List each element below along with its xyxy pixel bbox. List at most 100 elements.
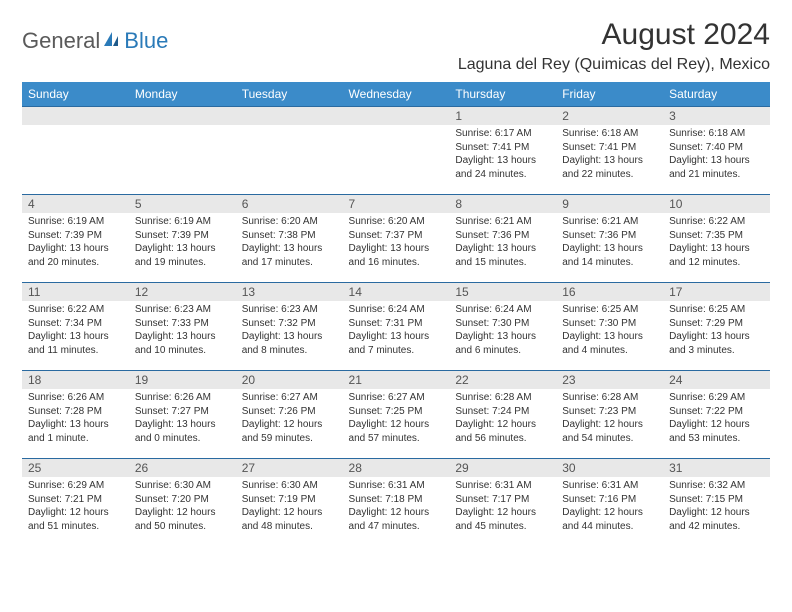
day-number: 5 bbox=[129, 195, 236, 213]
day-header: Sunday bbox=[22, 82, 129, 107]
day-number bbox=[236, 107, 343, 125]
sunset-text: Sunset: 7:35 PM bbox=[669, 229, 764, 243]
day-content: Sunrise: 6:31 AMSunset: 7:17 PMDaylight:… bbox=[449, 477, 556, 537]
daylight-text: Daylight: 12 hours and 53 minutes. bbox=[669, 418, 764, 445]
sunset-text: Sunset: 7:36 PM bbox=[455, 229, 550, 243]
daylight-text: Daylight: 12 hours and 44 minutes. bbox=[562, 506, 657, 533]
day-content: Sunrise: 6:24 AMSunset: 7:30 PMDaylight:… bbox=[449, 301, 556, 361]
sunset-text: Sunset: 7:17 PM bbox=[455, 493, 550, 507]
day-number: 14 bbox=[343, 283, 450, 301]
location: Laguna del Rey (Quimicas del Rey), Mexic… bbox=[458, 56, 770, 74]
daylight-text: Daylight: 12 hours and 59 minutes. bbox=[242, 418, 337, 445]
day-content: Sunrise: 6:18 AMSunset: 7:41 PMDaylight:… bbox=[556, 125, 663, 185]
daylight-text: Daylight: 13 hours and 6 minutes. bbox=[455, 330, 550, 357]
sunset-text: Sunset: 7:27 PM bbox=[135, 405, 230, 419]
calendar-day-cell: 12Sunrise: 6:23 AMSunset: 7:33 PMDayligh… bbox=[129, 283, 236, 371]
sunset-text: Sunset: 7:30 PM bbox=[562, 317, 657, 331]
sunrise-text: Sunrise: 6:19 AM bbox=[28, 215, 123, 229]
daylight-text: Daylight: 12 hours and 57 minutes. bbox=[349, 418, 444, 445]
day-number: 9 bbox=[556, 195, 663, 213]
calendar-day-cell: 28Sunrise: 6:31 AMSunset: 7:18 PMDayligh… bbox=[343, 459, 450, 547]
sunrise-text: Sunrise: 6:24 AM bbox=[349, 303, 444, 317]
day-number: 4 bbox=[22, 195, 129, 213]
sunset-text: Sunset: 7:39 PM bbox=[28, 229, 123, 243]
day-content: Sunrise: 6:30 AMSunset: 7:19 PMDaylight:… bbox=[236, 477, 343, 537]
sunset-text: Sunset: 7:34 PM bbox=[28, 317, 123, 331]
daylight-text: Daylight: 12 hours and 45 minutes. bbox=[455, 506, 550, 533]
day-number: 22 bbox=[449, 371, 556, 389]
day-content: Sunrise: 6:26 AMSunset: 7:28 PMDaylight:… bbox=[22, 389, 129, 449]
day-number: 18 bbox=[22, 371, 129, 389]
day-header: Friday bbox=[556, 82, 663, 107]
day-content: Sunrise: 6:25 AMSunset: 7:29 PMDaylight:… bbox=[663, 301, 770, 361]
day-number: 29 bbox=[449, 459, 556, 477]
calendar-week-row: 11Sunrise: 6:22 AMSunset: 7:34 PMDayligh… bbox=[22, 283, 770, 371]
sunrise-text: Sunrise: 6:21 AM bbox=[562, 215, 657, 229]
daylight-text: Daylight: 12 hours and 56 minutes. bbox=[455, 418, 550, 445]
daylight-text: Daylight: 13 hours and 0 minutes. bbox=[135, 418, 230, 445]
calendar-day-cell: 23Sunrise: 6:28 AMSunset: 7:23 PMDayligh… bbox=[556, 371, 663, 459]
day-number: 19 bbox=[129, 371, 236, 389]
sunset-text: Sunset: 7:20 PM bbox=[135, 493, 230, 507]
day-content: Sunrise: 6:28 AMSunset: 7:24 PMDaylight:… bbox=[449, 389, 556, 449]
day-number bbox=[22, 107, 129, 125]
daylight-text: Daylight: 13 hours and 17 minutes. bbox=[242, 242, 337, 269]
calendar-day-cell: 5Sunrise: 6:19 AMSunset: 7:39 PMDaylight… bbox=[129, 195, 236, 283]
day-content: Sunrise: 6:31 AMSunset: 7:16 PMDaylight:… bbox=[556, 477, 663, 537]
day-content: Sunrise: 6:23 AMSunset: 7:33 PMDaylight:… bbox=[129, 301, 236, 361]
calendar-day-cell bbox=[129, 107, 236, 195]
day-header: Thursday bbox=[449, 82, 556, 107]
sunset-text: Sunset: 7:18 PM bbox=[349, 493, 444, 507]
day-header: Saturday bbox=[663, 82, 770, 107]
sunrise-text: Sunrise: 6:24 AM bbox=[455, 303, 550, 317]
logo-text-general: General bbox=[22, 28, 100, 54]
calendar-day-cell: 14Sunrise: 6:24 AMSunset: 7:31 PMDayligh… bbox=[343, 283, 450, 371]
sunset-text: Sunset: 7:39 PM bbox=[135, 229, 230, 243]
calendar-day-cell: 20Sunrise: 6:27 AMSunset: 7:26 PMDayligh… bbox=[236, 371, 343, 459]
day-content: Sunrise: 6:20 AMSunset: 7:38 PMDaylight:… bbox=[236, 213, 343, 273]
sunrise-text: Sunrise: 6:28 AM bbox=[455, 391, 550, 405]
calendar-day-cell: 3Sunrise: 6:18 AMSunset: 7:40 PMDaylight… bbox=[663, 107, 770, 195]
sunrise-text: Sunrise: 6:19 AM bbox=[135, 215, 230, 229]
calendar-table: Sunday Monday Tuesday Wednesday Thursday… bbox=[22, 82, 770, 547]
calendar-day-cell: 29Sunrise: 6:31 AMSunset: 7:17 PMDayligh… bbox=[449, 459, 556, 547]
sunset-text: Sunset: 7:30 PM bbox=[455, 317, 550, 331]
calendar-day-cell bbox=[236, 107, 343, 195]
sunrise-text: Sunrise: 6:30 AM bbox=[242, 479, 337, 493]
day-content: Sunrise: 6:31 AMSunset: 7:18 PMDaylight:… bbox=[343, 477, 450, 537]
sunrise-text: Sunrise: 6:32 AM bbox=[669, 479, 764, 493]
sunrise-text: Sunrise: 6:31 AM bbox=[349, 479, 444, 493]
sunrise-text: Sunrise: 6:25 AM bbox=[562, 303, 657, 317]
daylight-text: Daylight: 13 hours and 20 minutes. bbox=[28, 242, 123, 269]
day-number bbox=[129, 107, 236, 125]
calendar-week-row: 25Sunrise: 6:29 AMSunset: 7:21 PMDayligh… bbox=[22, 459, 770, 547]
daylight-text: Daylight: 13 hours and 11 minutes. bbox=[28, 330, 123, 357]
day-number: 31 bbox=[663, 459, 770, 477]
daylight-text: Daylight: 12 hours and 54 minutes. bbox=[562, 418, 657, 445]
day-content: Sunrise: 6:19 AMSunset: 7:39 PMDaylight:… bbox=[129, 213, 236, 273]
month-title: August 2024 bbox=[458, 18, 770, 52]
day-content: Sunrise: 6:21 AMSunset: 7:36 PMDaylight:… bbox=[449, 213, 556, 273]
daylight-text: Daylight: 13 hours and 1 minute. bbox=[28, 418, 123, 445]
calendar-day-cell: 13Sunrise: 6:23 AMSunset: 7:32 PMDayligh… bbox=[236, 283, 343, 371]
daylight-text: Daylight: 12 hours and 48 minutes. bbox=[242, 506, 337, 533]
sunrise-text: Sunrise: 6:30 AM bbox=[135, 479, 230, 493]
sunset-text: Sunset: 7:16 PM bbox=[562, 493, 657, 507]
day-number: 7 bbox=[343, 195, 450, 213]
sunset-text: Sunset: 7:32 PM bbox=[242, 317, 337, 331]
day-number: 2 bbox=[556, 107, 663, 125]
day-content: Sunrise: 6:24 AMSunset: 7:31 PMDaylight:… bbox=[343, 301, 450, 361]
sunset-text: Sunset: 7:19 PM bbox=[242, 493, 337, 507]
day-content: Sunrise: 6:29 AMSunset: 7:22 PMDaylight:… bbox=[663, 389, 770, 449]
sunrise-text: Sunrise: 6:28 AM bbox=[562, 391, 657, 405]
day-content: Sunrise: 6:29 AMSunset: 7:21 PMDaylight:… bbox=[22, 477, 129, 537]
daylight-text: Daylight: 12 hours and 42 minutes. bbox=[669, 506, 764, 533]
daylight-text: Daylight: 13 hours and 16 minutes. bbox=[349, 242, 444, 269]
sunrise-text: Sunrise: 6:31 AM bbox=[562, 479, 657, 493]
sunrise-text: Sunrise: 6:25 AM bbox=[669, 303, 764, 317]
day-header: Tuesday bbox=[236, 82, 343, 107]
daylight-text: Daylight: 13 hours and 7 minutes. bbox=[349, 330, 444, 357]
day-content: Sunrise: 6:27 AMSunset: 7:26 PMDaylight:… bbox=[236, 389, 343, 449]
calendar-day-cell: 6Sunrise: 6:20 AMSunset: 7:38 PMDaylight… bbox=[236, 195, 343, 283]
sunrise-text: Sunrise: 6:17 AM bbox=[455, 127, 550, 141]
